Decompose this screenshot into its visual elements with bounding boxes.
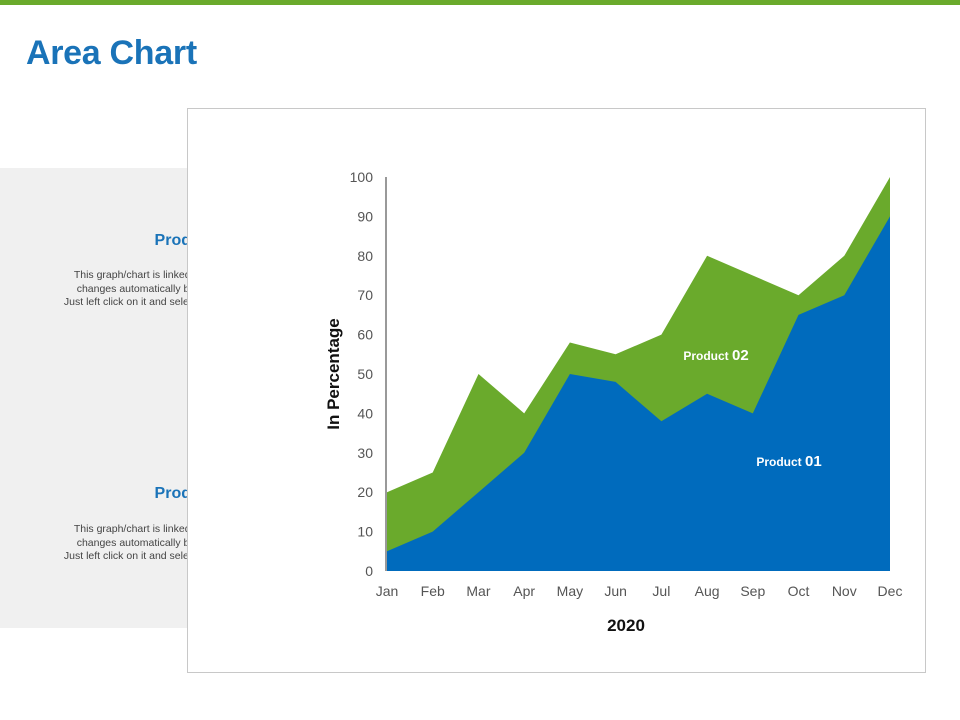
- y-tick-label: 20: [357, 484, 373, 500]
- x-tick-label: May: [557, 583, 583, 599]
- x-tick-label: Jan: [376, 583, 399, 599]
- page-title: Area Chart: [26, 34, 197, 72]
- series-label-02: Product 02: [683, 347, 748, 364]
- x-tick-label: Feb: [421, 583, 445, 599]
- series-label-01: Product 01: [756, 453, 821, 470]
- y-tick-label: 80: [357, 248, 373, 264]
- y-tick-label: 40: [357, 405, 373, 421]
- x-tick-label: Nov: [832, 583, 857, 599]
- chart-frame: 0 10 20 30 40 50 60 70 80 90 100 Jan Feb Mar Apr May Jun…: [187, 108, 926, 673]
- y-tick-label: 50: [357, 366, 373, 382]
- y-axis-title: In Percentage: [324, 318, 343, 430]
- x-tick-label: Jun: [604, 583, 627, 599]
- y-tick-label: 0: [365, 563, 373, 579]
- y-tick-label: 60: [357, 327, 373, 343]
- x-tick-label: Aug: [695, 583, 720, 599]
- x-tick-label: Oct: [788, 583, 810, 599]
- area-series-2: [387, 216, 890, 571]
- product-02-heading: Product: [154, 485, 215, 502]
- x-tick-label: Mar: [466, 583, 490, 599]
- x-tick-label: Sep: [740, 583, 765, 599]
- area-chart: 0 10 20 30 40 50 60 70 80 90 100 Jan Feb Mar Apr May Jun…: [324, 169, 903, 635]
- y-tick-label: 10: [357, 524, 373, 540]
- y-tick-label: 100: [350, 169, 374, 185]
- top-accent-bar: [0, 0, 960, 5]
- x-tick-label: Dec: [878, 583, 903, 599]
- x-tick-label: Apr: [513, 583, 535, 599]
- x-tick-label: Jul: [652, 583, 670, 599]
- product-01-heading: Product: [154, 232, 215, 249]
- y-tick-label: 90: [357, 208, 373, 224]
- y-tick-label: 70: [357, 287, 373, 303]
- y-tick-label: 30: [357, 445, 373, 461]
- x-axis-title: 2020: [607, 616, 645, 635]
